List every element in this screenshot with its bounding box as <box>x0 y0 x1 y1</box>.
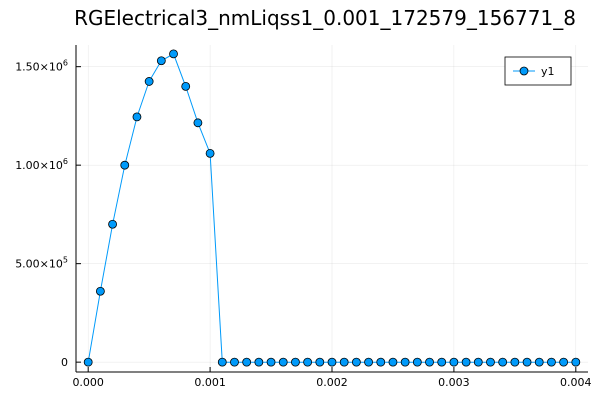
data-point <box>498 357 508 367</box>
x-tick-label: 0.001 <box>194 376 226 389</box>
data-point <box>132 112 142 122</box>
x-tick-label: 0.003 <box>438 376 470 389</box>
data-point <box>169 49 178 59</box>
data-point <box>486 357 495 367</box>
plot-series <box>83 49 581 367</box>
x-tick-label: 0.002 <box>316 376 348 389</box>
data-point <box>461 357 471 367</box>
data-point <box>217 357 227 367</box>
data-point <box>205 148 215 158</box>
data-point <box>266 357 276 367</box>
data-point <box>510 357 520 367</box>
y-tick-label: 5.00×105 <box>15 256 68 271</box>
data-point <box>315 357 325 367</box>
x-axis-ticks: 0.000 0.001 0.002 0.003 0.004 <box>72 367 592 389</box>
data-point <box>327 357 337 367</box>
legend-marker <box>519 66 529 76</box>
chart-title: RGElectrical3_nmLiqss1_0.001_172579_1567… <box>74 6 576 30</box>
legend-label: y1 <box>541 65 555 78</box>
data-point <box>473 357 483 367</box>
data-point <box>400 357 410 367</box>
data-point <box>522 357 532 367</box>
data-point <box>376 357 386 367</box>
data-point <box>181 81 191 91</box>
data-point <box>95 286 105 296</box>
data-point <box>547 357 556 367</box>
y-tick-label: 1.00×106 <box>15 157 68 172</box>
data-point <box>388 357 398 367</box>
data-point <box>278 357 288 367</box>
data-point <box>193 118 203 128</box>
data-point <box>242 357 252 367</box>
y-tick-label: 0 <box>61 356 68 369</box>
data-point <box>449 357 459 367</box>
data-point <box>437 357 447 367</box>
data-point <box>425 357 434 367</box>
data-point <box>291 357 300 367</box>
data-point <box>364 357 373 367</box>
data-point <box>559 357 569 367</box>
data-point <box>339 357 349 367</box>
data-point <box>534 357 544 367</box>
data-point <box>144 77 154 86</box>
x-tick-label: 0.004 <box>560 376 592 389</box>
data-point <box>108 219 117 229</box>
data-point <box>571 357 581 367</box>
data-point <box>83 357 93 367</box>
y-axis-ticks: 0 5.00×105 1.00×106 1.50×106 <box>15 59 81 369</box>
legend: y1 <box>504 56 572 86</box>
data-point <box>120 160 130 170</box>
data-point <box>156 56 166 66</box>
data-point <box>412 357 422 367</box>
grid <box>76 45 588 372</box>
data-point <box>303 357 313 367</box>
y-tick-label: 1.50×106 <box>15 59 68 74</box>
data-point <box>254 357 264 367</box>
data-point <box>230 357 239 367</box>
data-point <box>351 357 361 367</box>
x-tick-label: 0.000 <box>72 376 104 389</box>
